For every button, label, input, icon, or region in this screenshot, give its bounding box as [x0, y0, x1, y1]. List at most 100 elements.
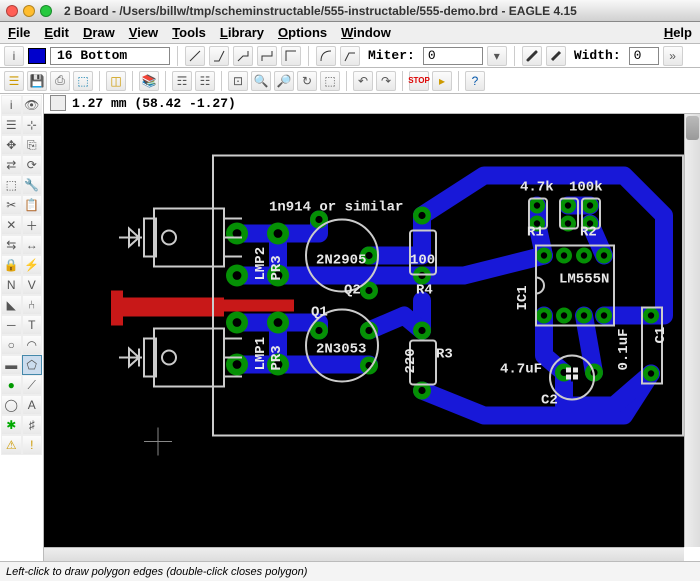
cap-flat-icon[interactable]: [546, 46, 566, 66]
dropdown-icon[interactable]: ▾: [487, 46, 507, 66]
wire-toolbar: i 16 Bottom Miter: 0 ▾ Width: 0 »: [0, 44, 700, 68]
smash-tool-icon[interactable]: ⚡: [22, 255, 43, 275]
print-icon[interactable]: ⎙: [50, 71, 70, 91]
menu-draw[interactable]: Draw: [83, 25, 115, 40]
zoom-window-button[interactable]: [40, 5, 52, 17]
mirror-tool-icon[interactable]: ⇄: [1, 155, 22, 175]
zoom-out-icon[interactable]: 🔎: [274, 71, 294, 91]
info-icon[interactable]: i: [4, 46, 24, 66]
ulp-icon[interactable]: ☷: [195, 71, 215, 91]
svg-text:0.1uF: 0.1uF: [616, 328, 632, 370]
menu-window[interactable]: Window: [341, 25, 391, 40]
signal-tool-icon[interactable]: ⟋: [22, 375, 43, 395]
svg-text:100: 100: [410, 252, 435, 268]
cam-icon[interactable]: ⬚: [73, 71, 93, 91]
menu-view[interactable]: View: [129, 25, 158, 40]
rotate-tool-icon[interactable]: ⟳: [22, 155, 43, 175]
via-tool-icon[interactable]: ●: [1, 375, 22, 395]
bend-style-1[interactable]: [209, 46, 229, 66]
redo-icon[interactable]: ↷: [376, 71, 396, 91]
undo-icon[interactable]: ↶: [353, 71, 373, 91]
svg-text:IC1: IC1: [515, 285, 531, 310]
miter-straight-icon[interactable]: [340, 46, 360, 66]
cut-tool-icon[interactable]: ✂: [1, 195, 22, 215]
circle-tool-icon[interactable]: ○: [1, 335, 22, 355]
miter-round-icon[interactable]: [316, 46, 336, 66]
go-icon[interactable]: ▸: [432, 71, 452, 91]
help-icon[interactable]: ?: [465, 71, 485, 91]
minimize-window-button[interactable]: [23, 5, 35, 17]
save-icon[interactable]: 💾: [27, 71, 47, 91]
grid-icon[interactable]: [50, 95, 66, 111]
arc-tool-icon[interactable]: ◠: [22, 335, 43, 355]
change-tool-icon[interactable]: 🔧: [22, 175, 43, 195]
bend-style-0[interactable]: [185, 46, 205, 66]
bend-style-4[interactable]: [281, 46, 301, 66]
auto-tool-icon[interactable]: ♯: [22, 415, 43, 435]
replace-tool-icon[interactable]: ↔: [22, 235, 43, 255]
pinswap-tool-icon[interactable]: ⇆: [1, 235, 22, 255]
info-tool-icon[interactable]: i: [1, 95, 22, 115]
menubar: File Edit Draw View Tools Library Option…: [0, 22, 700, 44]
menu-file[interactable]: File: [8, 25, 30, 40]
split-tool-icon[interactable]: ⑃: [22, 295, 43, 315]
hole-tool-icon[interactable]: ◯: [1, 395, 22, 415]
close-window-button[interactable]: [6, 5, 18, 17]
lock-tool-icon[interactable]: 🔒: [1, 255, 22, 275]
text-tool-icon[interactable]: T: [22, 315, 43, 335]
copy-tool-icon[interactable]: ⎘: [22, 135, 43, 155]
titlebar: 2 Board - /Users/billw/tmp/scheminstruct…: [0, 0, 700, 22]
delete-tool-icon[interactable]: ✕: [1, 215, 22, 235]
width-field[interactable]: 0: [629, 47, 659, 65]
horizontal-scrollbar[interactable]: [44, 547, 684, 561]
status-bar: Left-click to draw polygon edges (double…: [0, 561, 700, 581]
mark-tool-icon[interactable]: ⊹: [22, 115, 43, 135]
width-more-icon[interactable]: »: [663, 46, 683, 66]
open-icon[interactable]: ☰: [4, 71, 24, 91]
menu-help[interactable]: Help: [664, 25, 692, 40]
menu-edit[interactable]: Edit: [44, 25, 69, 40]
vertical-scrollbar[interactable]: [684, 114, 700, 547]
display-tool-icon[interactable]: ☰: [1, 115, 22, 135]
menu-tools[interactable]: Tools: [172, 25, 206, 40]
cap-round-icon[interactable]: [522, 46, 542, 66]
erc-tool-icon[interactable]: ⚠: [1, 435, 22, 455]
ratsnest-tool-icon[interactable]: ✱: [1, 415, 22, 435]
bend-style-3[interactable]: [257, 46, 277, 66]
zoom-in-icon[interactable]: 🔍: [251, 71, 271, 91]
rect-tool-icon[interactable]: ▬: [1, 355, 22, 375]
svg-text:Q2: Q2: [344, 282, 361, 298]
bend-style-2[interactable]: [233, 46, 253, 66]
miter-field[interactable]: 0: [423, 47, 483, 65]
menu-options[interactable]: Options: [278, 25, 327, 40]
board-schem-icon[interactable]: ◫: [106, 71, 126, 91]
polygon-tool-icon[interactable]: ⬠: [22, 355, 43, 375]
menu-library[interactable]: Library: [220, 25, 264, 40]
wire-tool-icon[interactable]: ─: [1, 315, 22, 335]
miter-label: Miter:: [364, 48, 419, 63]
width-label: Width:: [570, 48, 625, 63]
zoom-select-icon[interactable]: ⬚: [320, 71, 340, 91]
show-tool-icon[interactable]: 👁: [22, 95, 43, 115]
zoom-fit-icon[interactable]: ⊡: [228, 71, 248, 91]
zoom-redraw-icon[interactable]: ↻: [297, 71, 317, 91]
name-tool-icon[interactable]: N: [1, 275, 22, 295]
move-tool-icon[interactable]: ✥: [1, 135, 22, 155]
status-text: Left-click to draw polygon edges (double…: [6, 566, 307, 578]
layer-swatch[interactable]: [28, 48, 46, 64]
script-icon[interactable]: ☶: [172, 71, 192, 91]
stop-icon[interactable]: STOP: [409, 71, 429, 91]
svg-text:2N3053: 2N3053: [316, 341, 366, 357]
paste-tool-icon[interactable]: 📋: [22, 195, 43, 215]
svg-text:R1: R1: [527, 224, 544, 240]
library-icon[interactable]: 📚: [139, 71, 159, 91]
pcb-drawing: 1n914 or similar2N29052N3053LMP2PR3LMP1P…: [44, 114, 684, 547]
errors-tool-icon[interactable]: !: [22, 435, 43, 455]
add-tool-icon[interactable]: ＋: [22, 215, 43, 235]
board-canvas[interactable]: 1n914 or similar2N29052N3053LMP2PR3LMP1P…: [44, 114, 684, 547]
layer-selector[interactable]: 16 Bottom: [50, 47, 170, 65]
group-tool-icon[interactable]: ⬚: [1, 175, 22, 195]
attribute-tool-icon[interactable]: A: [22, 395, 43, 415]
value-tool-icon[interactable]: V: [22, 275, 43, 295]
miter-tool-icon[interactable]: ◣: [1, 295, 22, 315]
